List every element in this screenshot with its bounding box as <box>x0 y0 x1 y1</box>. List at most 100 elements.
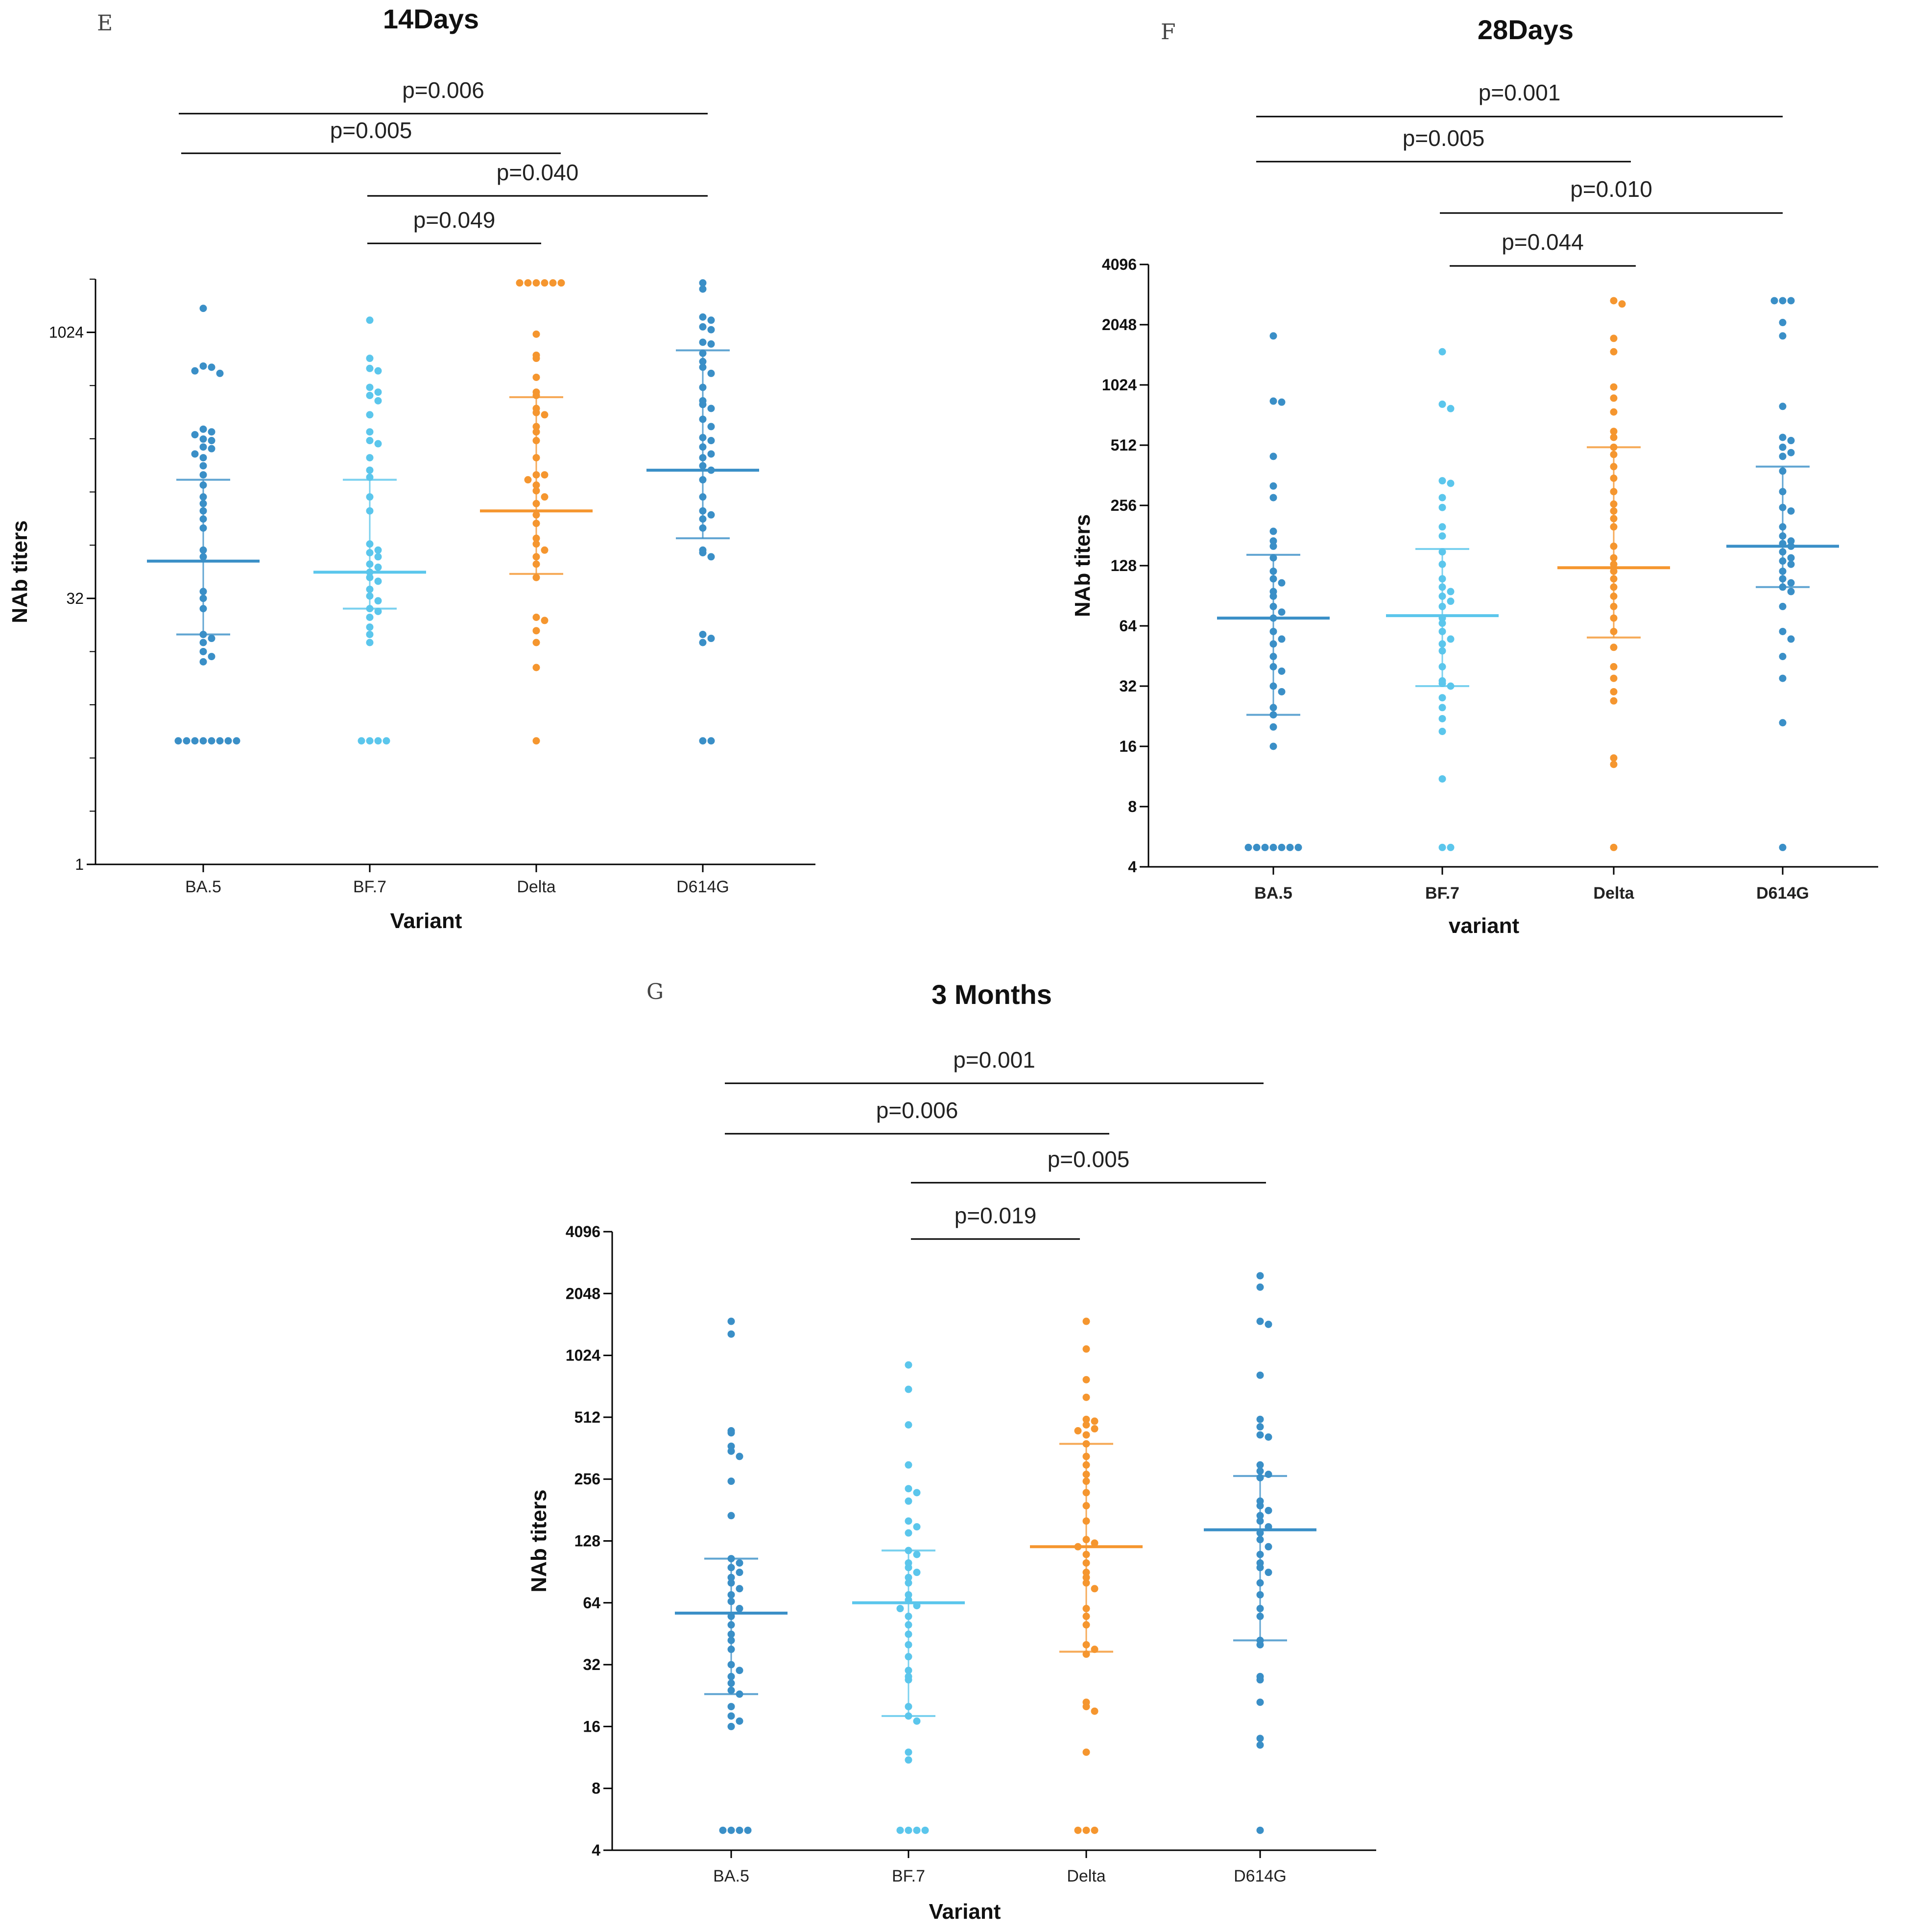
data-point <box>1082 1502 1090 1510</box>
x-tick-label: D614G <box>676 878 729 896</box>
data-point <box>1610 523 1618 531</box>
data-point <box>699 313 707 321</box>
data-point <box>1256 1550 1264 1558</box>
data-point <box>1447 588 1455 596</box>
data-point <box>374 440 382 448</box>
y-tick-label: 4 <box>592 1841 600 1859</box>
data-point <box>1779 627 1787 635</box>
data-point <box>366 585 374 593</box>
data-point <box>727 1574 735 1581</box>
data-point <box>532 664 540 671</box>
data-point <box>1779 453 1787 460</box>
data-point <box>1610 697 1618 705</box>
data-point <box>1779 332 1787 340</box>
data-point <box>905 1361 912 1369</box>
data-point <box>736 1585 743 1593</box>
data-point <box>1082 1345 1090 1353</box>
data-point <box>736 1826 743 1834</box>
data-point <box>1779 602 1787 610</box>
data-point <box>905 1667 912 1674</box>
panel-letter: E <box>97 11 113 36</box>
data-point <box>1438 593 1446 600</box>
data-point <box>905 1641 912 1648</box>
data-point <box>1438 400 1446 408</box>
data-point <box>1294 843 1302 851</box>
data-point <box>532 560 540 568</box>
data-point <box>905 1421 912 1429</box>
data-point <box>1082 1440 1090 1448</box>
data-point <box>1256 1512 1264 1520</box>
data-point <box>366 316 374 324</box>
data-point <box>524 476 532 484</box>
data-point <box>1269 527 1277 535</box>
y-tick-label: 4 <box>1128 858 1137 876</box>
y-tick-label: 16 <box>583 1717 600 1735</box>
data-point <box>1269 567 1277 575</box>
data-point <box>532 639 540 646</box>
data-point <box>727 1630 735 1638</box>
series-d614g <box>646 279 759 745</box>
data-point <box>1779 523 1787 531</box>
data-point <box>366 437 374 445</box>
data-point <box>699 383 707 391</box>
data-point <box>1779 433 1787 441</box>
data-point <box>1082 1461 1090 1469</box>
data-point <box>1261 843 1269 851</box>
data-point <box>1610 463 1618 471</box>
data-point <box>1438 663 1446 670</box>
series-ba-5 <box>675 1317 788 1834</box>
data-point <box>905 1385 912 1393</box>
data-point <box>1091 1707 1099 1715</box>
y-tick-label: 128 <box>574 1532 600 1550</box>
data-point <box>366 630 374 638</box>
data-point <box>1269 627 1277 635</box>
chart-title: 14Days <box>383 3 479 34</box>
data-point <box>727 1722 735 1730</box>
p-value-label: p=0.006 <box>876 1097 958 1123</box>
data-point <box>1082 1605 1090 1613</box>
data-point <box>921 1826 929 1834</box>
data-point <box>366 540 374 548</box>
data-point <box>532 534 540 542</box>
data-point <box>1269 704 1277 712</box>
data-point <box>1610 754 1618 762</box>
data-point <box>727 1330 735 1338</box>
data-point <box>532 471 540 479</box>
data-point <box>1610 542 1618 550</box>
data-point <box>532 279 540 287</box>
data-point <box>905 1529 912 1537</box>
data-point <box>1438 532 1446 540</box>
data-point <box>1269 602 1277 610</box>
data-point <box>699 630 707 638</box>
panel-letter: G <box>646 979 664 1004</box>
data-point <box>183 737 191 745</box>
data-point <box>1091 1539 1099 1547</box>
data-point <box>1779 557 1787 565</box>
data-point <box>1269 640 1277 648</box>
data-point <box>199 658 207 666</box>
data-point <box>699 415 707 423</box>
series-delta <box>480 279 593 745</box>
data-point <box>905 1517 912 1525</box>
data-point <box>1082 1453 1090 1460</box>
data-point <box>699 476 707 484</box>
series-d614g <box>1726 297 1839 851</box>
data-point <box>896 1605 904 1613</box>
data-point <box>736 1605 743 1613</box>
data-point <box>1610 433 1618 441</box>
data-point <box>532 423 540 430</box>
data-point <box>532 373 540 381</box>
x-tick-label: BA.5 <box>713 1867 749 1885</box>
data-point <box>366 507 374 515</box>
data-point <box>532 520 540 527</box>
data-point <box>199 605 207 613</box>
data-point <box>366 605 374 613</box>
data-point <box>366 392 374 400</box>
data-point <box>707 423 715 430</box>
p-value-label: p=0.044 <box>1502 229 1584 255</box>
y-tick-label: 512 <box>1111 436 1137 454</box>
data-point <box>1269 542 1277 550</box>
data-point <box>1447 479 1455 487</box>
data-point <box>233 737 240 745</box>
data-point <box>366 355 374 362</box>
